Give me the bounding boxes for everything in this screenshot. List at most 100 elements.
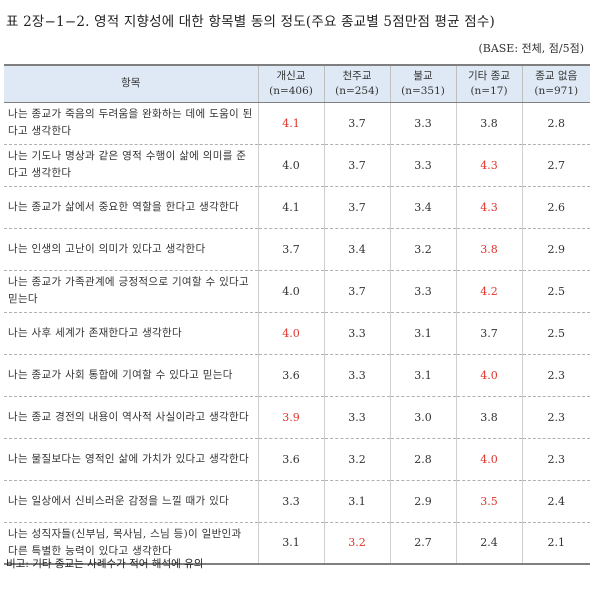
column-sample-size: (n=17) [470,84,508,97]
score-cell: 2.3 [521,354,590,397]
table-row: 나는 종교가 죽음의 두려움을 완화하는 데에 도움이 된다고 생각한다 4.1 3… [4,102,590,145]
score-cell: 3.2 [389,228,456,271]
column-header-buddhism: 불교 (n=351) [389,64,456,103]
score-cell: 3.0 [389,396,456,439]
score-cell: 4.0 [455,354,522,397]
column-name: 기타 종교 [468,69,510,82]
column-sample-size: (n=351) [401,84,445,97]
score-cell: 2.6 [521,186,590,229]
table-header-row: 항목 개신교 (n=406) 천주교 (n=254) 불교 (n=351) 기타 종교… [4,64,590,103]
score-cell: 3.3 [257,480,324,523]
score-cell: 4.0 [455,438,522,481]
row-item-label: 나는 종교 경전의 내용이 역사적 사실이라고 생각한다 [4,396,258,439]
score-cell: 2.4 [455,522,522,565]
row-item-label: 나는 종교가 가족관계에 긍정적으로 기여할 수 있다고 믿는다 [4,270,258,313]
score-cell: 2.9 [389,480,456,523]
score-cell: 3.5 [455,480,522,523]
table-row: 나는 기도나 명상과 같은 영적 수행이 삶에 의미를 준다고 생각한다 4.0 3… [4,144,590,187]
score-cell: 3.8 [455,102,522,145]
score-cell: 4.0 [257,144,324,187]
table-row: 나는 일상에서 신비스러운 감정을 느낄 때가 있다 3.3 3.1 2.9 3.5 2.… [4,480,590,523]
footnote: 비고: 기타 종교는 사례수가 적어 해석에 유의 [6,558,204,570]
table-row: 나는 인생의 고난이 의미가 있다고 생각한다 3.7 3.4 3.2 3.8 2.9 [4,228,590,271]
score-cell: 3.3 [389,270,456,313]
score-cell: 2.3 [521,396,590,439]
column-sample-size: (n=971) [534,84,579,97]
score-cell: 4.0 [257,312,324,355]
score-cell: 3.7 [323,270,390,313]
score-cell: 3.3 [323,354,390,397]
score-cell: 2.8 [521,102,590,145]
column-header-item: 항목 [4,64,258,103]
column-sample-size: (n=406) [269,84,313,97]
score-cell: 4.3 [455,186,522,229]
score-cell: 2.8 [389,438,456,481]
score-cell: 3.9 [257,396,324,439]
score-cell: 2.5 [521,270,590,313]
score-cell: 3.7 [323,144,390,187]
score-cell: 2.4 [521,480,590,523]
score-cell: 3.1 [389,312,456,355]
score-cell: 2.3 [521,438,590,481]
column-header-other-religion: 기타 종교 (n=17) [455,64,522,103]
score-cell: 3.3 [323,312,390,355]
table-row: 나는 물질보다는 영적인 삶에 가치가 있다고 생각한다 3.6 3.2 2.8 4.0… [4,438,590,481]
score-cell: 3.7 [455,312,522,355]
item-header-label: 항목 [121,77,141,90]
column-sample-size: (n=254) [335,84,379,97]
row-item-label: 나는 인생의 고난이 의미가 있다고 생각한다 [4,228,258,271]
row-item-label: 나는 종교가 삶에서 중요한 역할을 한다고 생각한다 [4,186,258,229]
table-title: 표 2장−1−2. 영적 지향성에 대한 항목별 동의 정도(주요 종교별 5점… [6,14,495,30]
table-row: 나는 종교가 사회 통합에 기여할 수 있다고 믿는다 3.6 3.3 3.1 4.0 2… [4,354,590,397]
column-header-protestant: 개신교 (n=406) [257,64,324,103]
survey-table: 항목 개신교 (n=406) 천주교 (n=254) 불교 (n=351) 기타 종교… [4,64,590,565]
table-row: 나는 종교 경전의 내용이 역사적 사실이라고 생각한다 3.9 3.3 3.0 3.8… [4,396,590,439]
score-cell: 2.9 [521,228,590,271]
score-cell: 3.7 [323,186,390,229]
score-cell: 3.3 [323,396,390,439]
column-header-no-religion: 종교 없음 (n=971) [521,64,590,103]
score-cell: 3.3 [389,144,456,187]
score-cell: 3.1 [389,354,456,397]
score-cell: 4.2 [455,270,522,313]
score-cell: 3.1 [257,522,324,565]
score-cell: 3.6 [257,354,324,397]
row-item-label: 나는 종교가 죽음의 두려움을 완화하는 데에 도움이 된다고 생각한다 [4,102,258,145]
score-cell: 3.4 [389,186,456,229]
score-cell: 3.7 [323,102,390,145]
row-item-label: 나는 기도나 명상과 같은 영적 수행이 삶에 의미를 준다고 생각한다 [4,144,258,187]
score-cell: 4.0 [257,270,324,313]
score-cell: 3.2 [323,522,390,565]
column-name: 천주교 [342,69,372,82]
score-cell: 3.8 [455,228,522,271]
score-cell: 4.1 [257,186,324,229]
table-row: 나는 성직자들(신부님, 목사님, 스님 등)이 일반인과 다른 특별한 능력이… [4,522,590,565]
score-cell: 2.1 [521,522,590,565]
score-cell: 3.2 [323,438,390,481]
column-name: 불교 [413,69,433,82]
row-item-label: 나는 물질보다는 영적인 삶에 가치가 있다고 생각한다 [4,438,258,481]
table-body: 나는 종교가 죽음의 두려움을 완화하는 데에 도움이 된다고 생각한다 4.1 3… [4,102,590,565]
column-name: 개신교 [276,69,306,82]
score-cell: 3.1 [323,480,390,523]
score-cell: 4.1 [257,102,324,145]
row-item-label: 나는 사후 세계가 존재한다고 생각한다 [4,312,258,355]
row-item-label: 나는 성직자들(신부님, 목사님, 스님 등)이 일반인과 다른 특별한 능력이… [4,522,258,565]
row-item-label: 나는 일상에서 신비스러운 감정을 느낄 때가 있다 [4,480,258,523]
row-item-label: 나는 종교가 사회 통합에 기여할 수 있다고 믿는다 [4,354,258,397]
score-cell: 3.6 [257,438,324,481]
score-cell: 2.5 [521,312,590,355]
table-row: 나는 종교가 가족관계에 긍정적으로 기여할 수 있다고 믿는다 4.0 3.7 3.… [4,270,590,313]
column-name: 종교 없음 [535,69,578,82]
score-cell: 4.3 [455,144,522,187]
table-row: 나는 사후 세계가 존재한다고 생각한다 4.0 3.3 3.1 3.7 2.5 [4,312,590,355]
table-row: 나는 종교가 삶에서 중요한 역할을 한다고 생각한다 4.1 3.7 3.4 4.3 2… [4,186,590,229]
score-cell: 3.3 [389,102,456,145]
score-cell: 2.7 [521,144,590,187]
column-header-catholic: 천주교 (n=254) [323,64,390,103]
score-cell: 3.4 [323,228,390,271]
score-cell: 3.8 [455,396,522,439]
score-cell: 3.7 [257,228,324,271]
score-cell: 2.7 [389,522,456,565]
base-note: (BASE: 전체, 점/5점) [478,42,584,55]
